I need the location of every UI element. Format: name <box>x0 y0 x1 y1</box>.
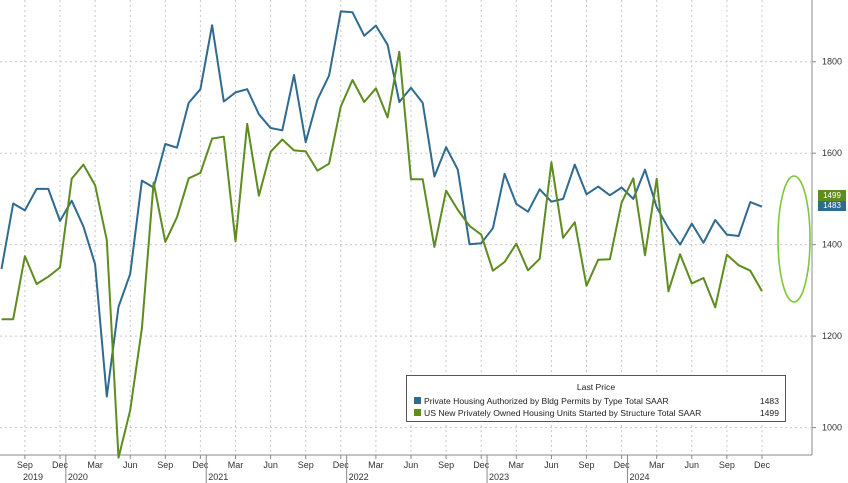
x-tick-label: Dec <box>333 460 350 470</box>
x-tick-label: Jun <box>123 460 138 470</box>
last-value-tag-permits: 1483 <box>818 200 846 211</box>
x-tick-label: Sep <box>438 460 454 470</box>
legend-label-starts: US New Privately Owned Housing Units Sta… <box>424 407 702 418</box>
x-axis: Sep Dec Mar Jun Sep Dec Mar Jun Sep Dec Mar Jun Sep D… <box>17 455 771 483</box>
legend-value-starts: 1499 <box>759 407 779 418</box>
grid-lines <box>0 0 813 456</box>
year-label: 2024 <box>629 472 649 482</box>
x-tick-label: Sep <box>157 460 173 470</box>
year-label: 2021 <box>208 472 228 482</box>
legend-swatch-permits <box>414 397 421 404</box>
series-lines <box>0 10 763 459</box>
legend-title: Last Price <box>576 382 616 392</box>
y-tick-label: 1000 <box>822 423 842 433</box>
x-tick-label: Mar <box>368 460 384 470</box>
x-tick-label: Sep <box>719 460 735 470</box>
year-label: 2020 <box>68 472 88 482</box>
year-label: 2022 <box>349 472 369 482</box>
year-label: 2019 <box>23 472 43 482</box>
x-tick-label: Mar <box>87 460 103 470</box>
last-value-tag-starts: 1499 <box>818 190 846 201</box>
x-tick-label: Jun <box>544 460 559 470</box>
series-line-starts <box>1 50 763 459</box>
x-tick-label: Jun <box>685 460 700 470</box>
highlight-ellipse <box>777 175 811 303</box>
x-tick-label: Jun <box>263 460 278 470</box>
legend: Last Price Private Housing Authorized by… <box>406 375 786 422</box>
legend-label-permits: Private Housing Authorized by Bldg Permi… <box>424 395 669 406</box>
legend-entry-starts: US New Privately Owned Housing Units Sta… <box>414 407 779 418</box>
x-tick-label: Mar <box>509 460 525 470</box>
legend-entry-permits: Private Housing Authorized by Bldg Permi… <box>414 395 779 406</box>
x-tick-label: Sep <box>17 460 33 470</box>
y-tick-label: 1200 <box>822 331 842 341</box>
x-tick-label: Dec <box>473 460 490 470</box>
x-tick-label: Mar <box>649 460 665 470</box>
x-tick-label: Dec <box>52 460 69 470</box>
legend-value-permits: 1483 <box>759 395 779 406</box>
series-line-permits <box>0 10 763 398</box>
x-tick-label: Dec <box>614 460 631 470</box>
x-tick-label: Mar <box>228 460 244 470</box>
y-tick-label: 1800 <box>822 57 842 67</box>
y-tick-label: 1400 <box>822 240 842 250</box>
legend-swatch-starts <box>414 409 421 416</box>
year-label: 2023 <box>489 472 509 482</box>
x-tick-label: Jun <box>404 460 419 470</box>
x-tick-label: Sep <box>578 460 594 470</box>
x-tick-label: Sep <box>298 460 314 470</box>
y-tick-label: 1600 <box>822 148 842 158</box>
x-tick-label: Dec <box>754 460 771 470</box>
x-tick-label: Dec <box>192 460 209 470</box>
y-axis: 1000 1200 1400 1600 1800 <box>812 57 842 433</box>
